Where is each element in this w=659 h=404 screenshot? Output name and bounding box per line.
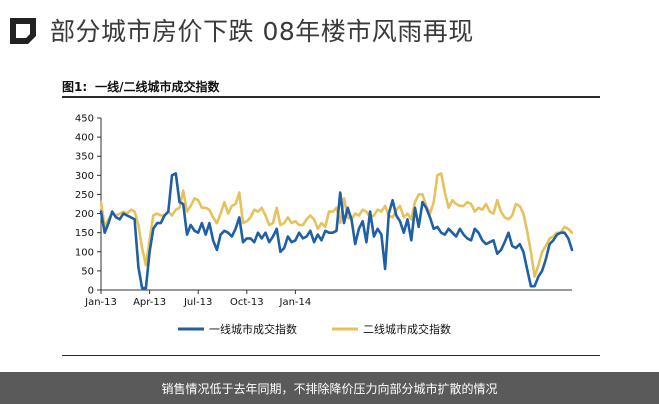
figure-title: 图1: 一线/二线城市成交指数	[62, 78, 220, 95]
y-tick-label: 150	[75, 228, 94, 239]
y-tick-label: 350	[75, 152, 94, 163]
x-tick-label: Jul-13	[183, 297, 212, 308]
y-tick-label: 450	[75, 114, 94, 125]
figure-label: 图1:	[62, 80, 88, 94]
x-tick-label: Apr-13	[133, 297, 166, 308]
y-tick-label: 0	[88, 286, 94, 297]
y-tick-label: 300	[75, 171, 94, 182]
figure-title-text: 一线/二线城市成交指数	[95, 80, 220, 94]
page-headline: 部分城市房价下跌 08年楼市风雨再现	[50, 17, 474, 46]
legend-label-2: 二线城市成交指数	[363, 322, 451, 336]
x-tick-label: Jan-14	[279, 297, 312, 308]
legend-label-1: 一线城市成交指数	[209, 322, 297, 336]
y-tick-label: 400	[75, 133, 94, 144]
figure-top-rule	[62, 96, 600, 98]
figure-bottom-rule	[62, 355, 600, 356]
series-line-2	[99, 172, 574, 278]
caption-text: 销售情况低于去年同期，不排除降价压力向部分城市扩散的情况	[161, 382, 498, 396]
y-tick-label: 100	[75, 247, 94, 258]
y-tick-label: 50	[81, 266, 94, 277]
brand-logo-icon	[10, 18, 36, 44]
y-tick-label: 250	[75, 190, 94, 201]
x-tick-label: Oct-13	[230, 297, 264, 308]
series-line-1	[99, 172, 574, 290]
x-tick-label: Jan-13	[84, 297, 117, 308]
caption-bar	[0, 372, 659, 404]
y-tick-label: 200	[75, 209, 94, 220]
